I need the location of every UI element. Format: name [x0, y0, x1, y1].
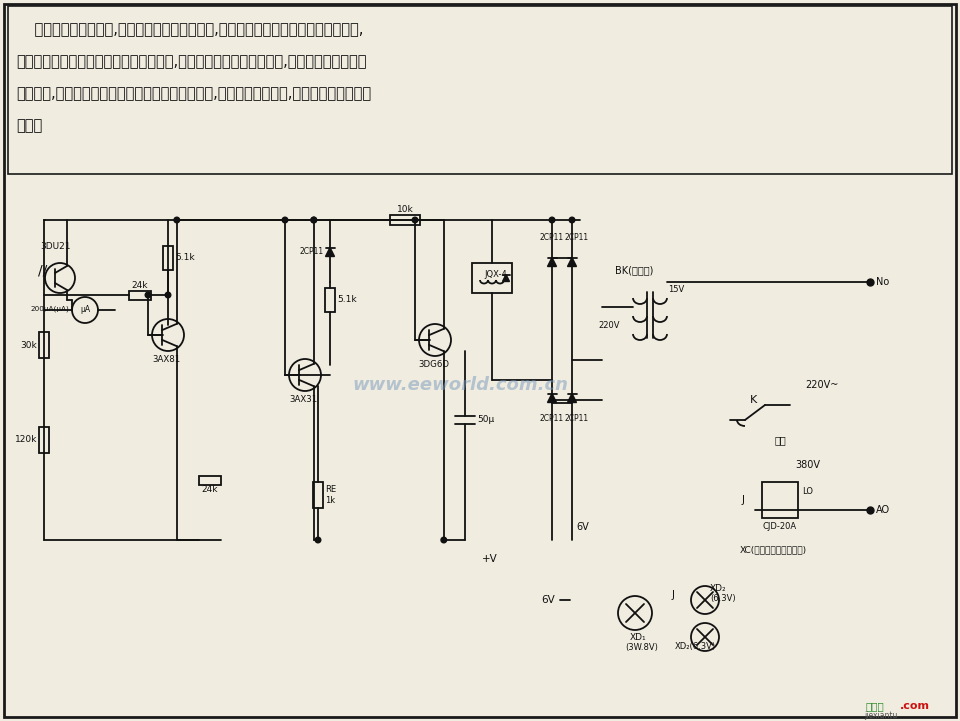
Text: //: //	[38, 264, 47, 278]
Text: 2CP11: 2CP11	[540, 233, 564, 242]
Text: RE
1k: RE 1k	[325, 485, 336, 505]
Polygon shape	[567, 257, 577, 267]
Text: 200μA(μA): 200μA(μA)	[31, 306, 69, 312]
Text: 6V: 6V	[576, 522, 588, 532]
Text: 10k: 10k	[396, 205, 414, 214]
Text: AO: AO	[876, 505, 890, 515]
Bar	[39, 332, 49, 358]
Text: 6V: 6V	[541, 595, 555, 605]
Text: 24k: 24k	[202, 485, 218, 495]
Circle shape	[441, 537, 446, 543]
Text: J: J	[672, 590, 675, 600]
Text: XD₂: XD₂	[710, 584, 727, 593]
Text: 接线图: 接线图	[866, 701, 885, 711]
Bar	[472, 263, 512, 293]
Polygon shape	[547, 257, 557, 267]
Polygon shape	[547, 394, 557, 402]
Text: 5.1k: 5.1k	[337, 296, 356, 304]
Circle shape	[569, 217, 575, 223]
Circle shape	[412, 217, 418, 223]
Text: 通道口装入本装置。当木块进入喂料口时,木块堆积高度低于一定范围,本装置就自动控制料: 通道口装入本装置。当木块进入喂料口时,木块堆积高度低于一定范围,本装置就自动控制…	[16, 54, 367, 69]
Text: XD₁: XD₁	[630, 633, 647, 642]
Text: μA: μA	[80, 306, 90, 314]
Polygon shape	[567, 394, 577, 402]
Text: 仓振动器,使料仓迅速落料。如果木块高于某一高度,即关闭料仓振荡器,达到落料自动调节的: 仓振动器,使料仓迅速落料。如果木块高于某一高度,即关闭料仓振荡器,达到落料自动调…	[16, 86, 372, 101]
Bar	[325, 288, 335, 312]
Text: .com: .com	[900, 701, 930, 711]
Text: 目的。: 目的。	[16, 118, 42, 133]
Polygon shape	[502, 275, 510, 281]
Circle shape	[311, 217, 317, 223]
Circle shape	[311, 217, 317, 223]
Text: 220V~: 220V~	[805, 380, 838, 390]
Text: BK(变压器): BK(变压器)	[615, 265, 654, 275]
Text: 3AX31: 3AX31	[289, 395, 318, 404]
Text: (6.3V): (6.3V)	[710, 594, 735, 603]
Circle shape	[145, 292, 151, 298]
Text: JQX-4: JQX-4	[484, 270, 507, 279]
Text: 15V: 15V	[668, 286, 684, 294]
Text: (3W.8V): (3W.8V)	[625, 643, 658, 652]
Circle shape	[174, 217, 180, 223]
Bar	[8, 6, 952, 174]
Bar	[313, 482, 323, 508]
Text: 3DU21: 3DU21	[40, 242, 70, 251]
Circle shape	[315, 537, 321, 543]
Polygon shape	[325, 247, 334, 257]
Text: XC(控制料仓振动电机用): XC(控制料仓振动电机用)	[740, 545, 807, 554]
Text: 3DG6D: 3DG6D	[418, 360, 449, 369]
Text: 2CP11: 2CP11	[564, 233, 589, 242]
Text: +V: +V	[482, 554, 498, 564]
Text: LO: LO	[802, 487, 813, 497]
Text: 220V: 220V	[598, 321, 620, 329]
Circle shape	[549, 217, 555, 223]
Bar	[129, 291, 151, 299]
Text: 5.1k: 5.1k	[175, 254, 195, 262]
Text: www.eeworld.com.cn: www.eeworld.com.cn	[352, 376, 568, 394]
Text: 3AX81: 3AX81	[153, 355, 180, 364]
Text: 50μ: 50μ	[477, 415, 494, 425]
Circle shape	[165, 292, 171, 298]
Text: 2CP11: 2CP11	[540, 414, 564, 423]
Text: 2CP11: 2CP11	[564, 414, 589, 423]
Text: 24k: 24k	[132, 280, 148, 290]
Text: No: No	[876, 277, 889, 287]
Text: 120k: 120k	[14, 435, 37, 445]
Text: 空档: 空档	[775, 435, 787, 445]
Text: 30k: 30k	[20, 340, 37, 350]
Text: 制造纤维板的热磨机,将碎木块加热磨成纤维浆,木块从料仓落入热磨机喂料口通道中,: 制造纤维板的热磨机,将碎木块加热磨成纤维浆,木块从料仓落入热磨机喂料口通道中,	[16, 22, 364, 37]
Text: K: K	[750, 395, 757, 405]
Text: CJD-20A: CJD-20A	[763, 522, 797, 531]
Bar	[39, 427, 49, 453]
Circle shape	[282, 217, 288, 223]
Text: 380V: 380V	[795, 460, 820, 470]
Bar	[390, 215, 420, 225]
Text: XD₂(6.3V): XD₂(6.3V)	[675, 642, 716, 651]
Text: jiexiantu: jiexiantu	[864, 710, 898, 720]
Bar	[163, 246, 173, 270]
Bar	[199, 476, 221, 485]
Text: J: J	[742, 495, 745, 505]
Bar	[762, 482, 798, 518]
Text: 2CP11: 2CP11	[300, 247, 324, 257]
